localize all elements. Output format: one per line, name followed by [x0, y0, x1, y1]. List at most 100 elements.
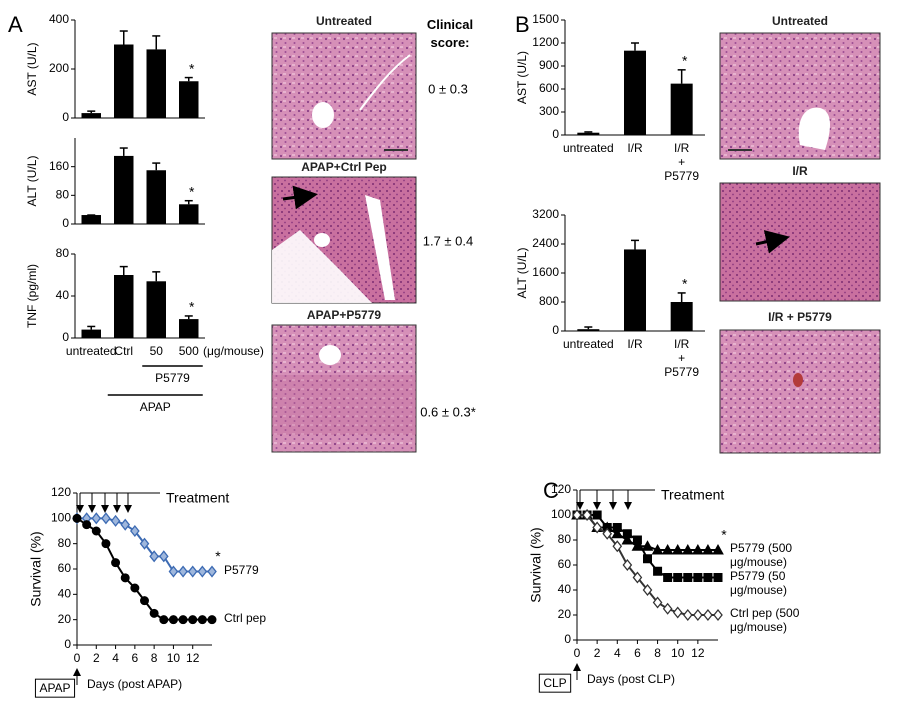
y-tick-label: 20	[558, 607, 572, 621]
x-tick-label: 12	[186, 651, 200, 665]
marker	[178, 565, 188, 578]
y-tick-label: 400	[49, 12, 69, 26]
bar	[179, 319, 199, 338]
significance-star: *	[721, 527, 727, 543]
histology-image	[271, 324, 417, 453]
x-tick-label-box: 50	[150, 344, 163, 358]
y-tick-label: 80	[56, 246, 70, 260]
bar	[577, 329, 600, 331]
marker	[197, 565, 208, 578]
marker	[632, 571, 643, 584]
y-tick-label: 0	[64, 637, 71, 651]
marker	[703, 608, 713, 622]
significance-star: *	[682, 53, 688, 69]
marker	[681, 543, 694, 555]
marker	[713, 608, 723, 622]
y-tick-label: 0	[552, 323, 559, 337]
y-tick-label: 1200	[532, 35, 559, 49]
marker	[592, 521, 602, 534]
marker	[111, 558, 121, 568]
x-tick-label: 4	[112, 651, 119, 665]
x-tick-label: 10	[167, 651, 181, 665]
marker	[91, 512, 102, 525]
y-axis-label: TNF (pg/ml)	[25, 264, 39, 328]
x-tick-label: I/R	[627, 337, 643, 351]
tissue-gap	[365, 195, 395, 300]
significance-star: *	[189, 183, 195, 199]
tissue-region	[272, 375, 416, 435]
marker	[713, 573, 723, 582]
bar	[577, 132, 600, 135]
marker	[693, 608, 703, 622]
bar	[146, 49, 166, 118]
image-caption: I/R + P5779	[768, 310, 832, 324]
y-tick-label: 1500	[532, 12, 559, 26]
panel-letter: B	[515, 12, 530, 37]
y-tick-label: 40	[58, 587, 72, 601]
marker	[120, 573, 130, 583]
y-tick-label: 0	[62, 216, 69, 230]
marker	[683, 573, 693, 582]
significance-star: *	[682, 276, 688, 292]
x-tick-label: 12	[691, 646, 705, 660]
y-tick-label: 3200	[532, 207, 559, 221]
y-tick-label: 120	[51, 485, 71, 499]
histology-image	[271, 32, 417, 160]
y-tick-label: 120	[551, 482, 571, 496]
marker	[673, 573, 683, 582]
marker	[612, 540, 623, 553]
y-tick-label: 40	[56, 288, 70, 302]
marker	[652, 596, 663, 609]
x-tick-label-box: untreated	[563, 337, 614, 351]
y-axis-label: ALT (U/L)	[25, 156, 39, 207]
x-tick-label: untreated	[65, 344, 117, 358]
series-label-box: P5779 (500 μg/mouse)	[730, 541, 793, 569]
x-tick-label-box: Ctrl	[114, 344, 134, 358]
x-tick-label: I/R	[627, 141, 643, 155]
x-tick-label: I/R + P5779	[664, 141, 699, 183]
bar	[670, 302, 693, 331]
y-axis-label: AST (U/L)	[515, 51, 529, 104]
y-tick-label: 300	[539, 104, 559, 118]
marker	[611, 527, 624, 539]
y-axis-label: Survival (%)	[28, 531, 44, 606]
panel-letter: A	[8, 12, 23, 37]
marker	[642, 583, 653, 597]
marker	[91, 526, 101, 536]
marker	[612, 523, 622, 532]
vessel	[312, 102, 334, 128]
vessel	[314, 233, 330, 247]
vessel	[359, 54, 411, 111]
marker	[101, 512, 111, 525]
marker	[149, 550, 159, 563]
clinical-score: 0 ± 0.3	[428, 81, 468, 96]
series-label-box: P5779	[224, 563, 259, 577]
marker	[168, 565, 179, 578]
histology-a	[271, 32, 417, 453]
vessel	[319, 345, 341, 365]
group-label: APAP	[140, 400, 171, 414]
marker	[651, 543, 664, 555]
y-tick-label: 2400	[532, 236, 559, 250]
group-label: P5779	[155, 371, 190, 385]
x-tick-label: 8	[151, 651, 158, 665]
marker	[178, 615, 188, 625]
bar	[114, 275, 134, 338]
x-tick-label-box: 500	[179, 344, 199, 358]
y-tick-label: 900	[539, 58, 559, 72]
clinical-score-label: Clinical score:	[426, 17, 474, 50]
significance-star: *	[189, 60, 195, 76]
marker	[621, 533, 634, 545]
x-tick-label: untreated	[562, 141, 614, 155]
marker	[582, 508, 592, 522]
x-tick-label: Ctrl	[114, 344, 134, 358]
marker	[592, 510, 602, 520]
clinical-score: 0.6 ± 0.3*	[420, 404, 476, 419]
series-label: P5779 (500 μg/mouse)	[730, 541, 793, 569]
bar	[81, 215, 101, 224]
y-tick-label: 80	[56, 188, 70, 202]
clinical-score: 1.7 ± 0.4	[423, 233, 474, 248]
panel-letter: C	[543, 478, 559, 503]
image-caption: APAP+Ctrl Pep	[301, 160, 386, 174]
